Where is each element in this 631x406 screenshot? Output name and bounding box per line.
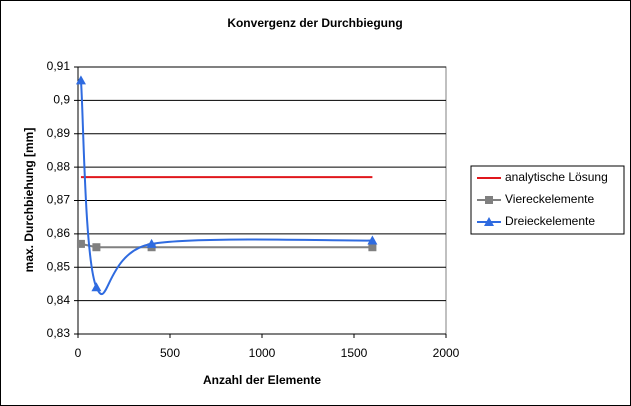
legend-label: Viereckelemente [505, 192, 594, 206]
marker [92, 243, 101, 252]
legend-label: analytische Lösung [505, 170, 608, 184]
marker [367, 235, 378, 245]
series-line [79, 80, 373, 296]
legend-label: Dreieckelemente [505, 214, 595, 228]
y-tick-label: 0,88 [47, 159, 71, 173]
y-tick-label: 0,87 [47, 193, 71, 207]
y-tick-label: 0,89 [47, 126, 71, 140]
y-tick-label: 0,86 [47, 226, 71, 240]
x-tick-label: 0 [75, 346, 82, 360]
marker [146, 238, 157, 248]
marker [368, 243, 377, 252]
y-tick-label: 0,91 [47, 59, 71, 73]
y-tick-label: 0,9 [53, 93, 70, 107]
chart-title: Konvergenz der Durchbiegung [227, 16, 402, 30]
marker [91, 282, 102, 292]
y-axis-label: max. Durchbiehung [mm] [22, 128, 36, 273]
x-axis-label: Anzahl der Elemente [203, 373, 321, 387]
marker [484, 217, 494, 226]
x-tick-label: 1500 [341, 346, 368, 360]
y-tick-label: 0,83 [47, 326, 71, 340]
marker [485, 196, 493, 204]
marker [76, 239, 85, 248]
y-tick-label: 0,85 [47, 259, 71, 273]
x-tick-label: 2000 [433, 346, 460, 360]
x-tick-label: 500 [160, 346, 180, 360]
y-tick-label: 0,84 [47, 293, 71, 307]
x-tick-label: 1000 [249, 346, 276, 360]
marker [75, 75, 86, 85]
